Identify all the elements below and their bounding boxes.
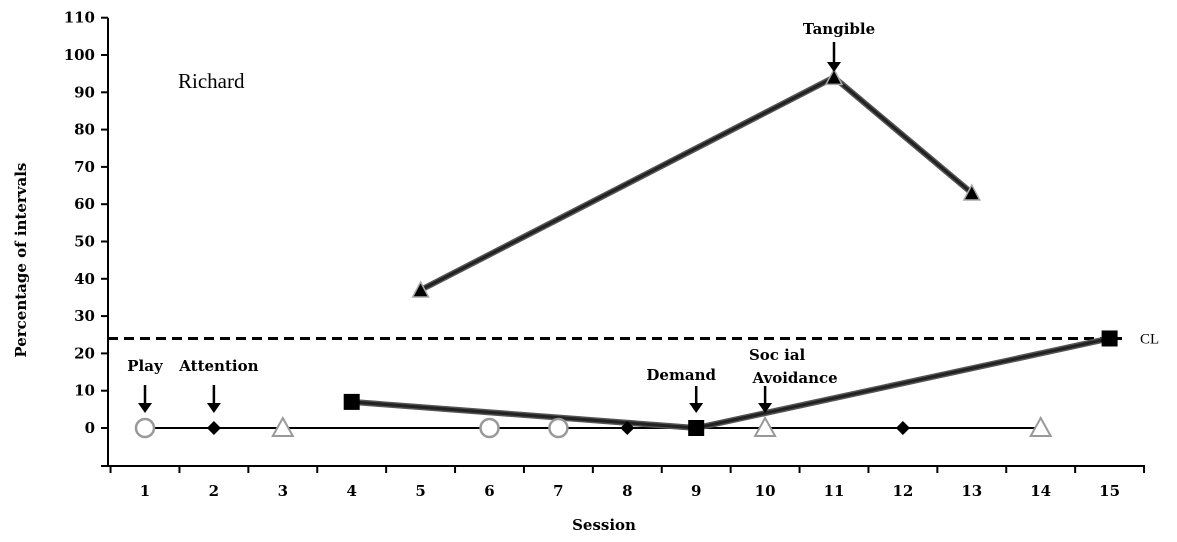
x-tick-label: 11 bbox=[824, 482, 845, 500]
marker-triangle-open bbox=[271, 415, 295, 437]
x-axis-title: Session bbox=[572, 516, 636, 534]
annotation-attention: Attention bbox=[178, 357, 258, 375]
y-tick-label: 100 bbox=[64, 46, 95, 64]
y-axis-title: Percentage of intervals bbox=[12, 163, 30, 358]
y-tick-label: 50 bbox=[74, 233, 95, 251]
marker-circle bbox=[134, 417, 156, 439]
marker-circle bbox=[479, 417, 500, 439]
annotation-play: Play bbox=[127, 357, 164, 375]
x-tick-label: 15 bbox=[1099, 482, 1120, 500]
annotation-play-arrow-head bbox=[138, 403, 152, 413]
subject-label: Richard bbox=[178, 69, 245, 93]
series-lines bbox=[145, 73, 1111, 432]
x-tick-label: 10 bbox=[755, 482, 776, 500]
marker-triangle-open bbox=[1029, 415, 1053, 437]
y-tick-label: 110 bbox=[64, 9, 95, 27]
y-tick-label: 20 bbox=[74, 344, 95, 362]
y-tick-label: 60 bbox=[74, 195, 95, 213]
series-line-square bbox=[351, 337, 1110, 430]
annotation-attention-arrow-head bbox=[206, 403, 221, 413]
marker-diamond bbox=[895, 421, 910, 435]
series-line-square-shadow bbox=[351, 335, 1111, 432]
labels: Session Percentage of intervals Richard CL bbox=[12, 69, 1159, 534]
marker-square bbox=[343, 393, 360, 410]
annotation-social-arrow-head bbox=[758, 403, 773, 413]
marker-square bbox=[1101, 330, 1118, 347]
series-markers bbox=[134, 67, 1118, 439]
marker-triangle-open bbox=[753, 415, 777, 437]
x-tick-label: 8 bbox=[622, 482, 632, 500]
annotation-demand: Demand bbox=[646, 366, 716, 384]
y-tick-label: 0 bbox=[85, 419, 95, 437]
annotation-avoidance: Avoidance bbox=[751, 369, 837, 387]
criterion-line-label: CL bbox=[1140, 331, 1159, 347]
marker-square bbox=[688, 420, 705, 436]
x-tick-label: 9 bbox=[691, 482, 701, 500]
y-tick-label: 70 bbox=[74, 158, 95, 176]
x-tick-label: 13 bbox=[961, 482, 982, 500]
series-line-triangle-filled-shadow bbox=[419, 73, 974, 293]
annotation-social: Soc ial bbox=[749, 346, 806, 364]
annotation-tangible: Tangible bbox=[803, 20, 875, 38]
x-tick-label: 4 bbox=[346, 482, 356, 500]
x-tick-label: 6 bbox=[484, 482, 494, 500]
x-tick-label: 3 bbox=[278, 482, 288, 500]
marker-triangle-filled bbox=[824, 67, 844, 86]
x-tick-label: 5 bbox=[415, 482, 425, 500]
annotation-demand-arrow-head bbox=[689, 403, 704, 413]
y-tick-label: 10 bbox=[74, 382, 95, 400]
marker-circle bbox=[548, 417, 569, 439]
x-tick-label: 1 bbox=[140, 482, 150, 500]
marker-triangle-filled bbox=[962, 183, 982, 201]
marker-diamond bbox=[620, 421, 635, 435]
y-tick-label: 40 bbox=[74, 270, 95, 288]
annotation-tangible-arrow-head bbox=[827, 62, 841, 72]
y-tick-label: 90 bbox=[74, 83, 95, 101]
y-tick-label: 80 bbox=[74, 121, 95, 139]
annotations: Play Attention Demand Soc ial Avoidance Tangi… bbox=[127, 20, 875, 413]
x-tick-label: 2 bbox=[209, 482, 219, 500]
x-tick-label: 12 bbox=[892, 482, 913, 500]
marker-triangle-filled bbox=[411, 280, 430, 298]
marker-diamond bbox=[206, 421, 221, 435]
y-tick-label: 30 bbox=[74, 307, 95, 325]
x-tick-label: 14 bbox=[1030, 482, 1051, 500]
x-tick-label: 7 bbox=[553, 482, 563, 500]
series-line-triangle-filled bbox=[419, 75, 973, 292]
